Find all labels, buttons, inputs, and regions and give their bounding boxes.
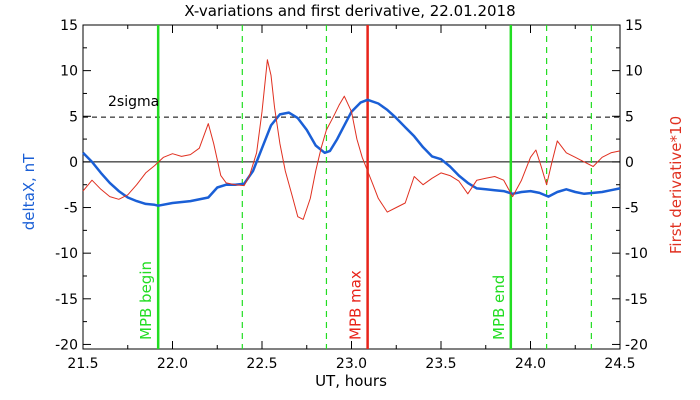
y-axis-label-left: deltaX, nT <box>20 153 38 230</box>
x-tick-label: 24.0 <box>515 356 546 372</box>
y-tick-label-right: 10 <box>625 64 643 80</box>
x-tick-label: 23.5 <box>425 356 456 372</box>
y-tick-label-left: 15 <box>60 18 78 34</box>
x-tick-label: 21.5 <box>67 356 98 372</box>
y-tick-label-left: -15 <box>55 292 78 308</box>
x-tick-label: 24.5 <box>604 356 635 372</box>
plot-area: 21.5 22.0 22.5 23.0 23.5 24.0 24.5 15 15 10 10 5 5 0 0… <box>55 18 648 372</box>
y-tick-label-left: -10 <box>55 246 78 262</box>
event-label: MPB begin <box>137 261 155 340</box>
y-tick-label-left: 5 <box>69 109 78 125</box>
y-tick-label-right: -10 <box>625 246 648 262</box>
x-axis-label: UT, hours <box>315 372 387 390</box>
y-tick-label-right: -15 <box>625 292 648 308</box>
y-tick-label-right: 15 <box>625 18 643 34</box>
event-label: MPB end <box>490 275 508 340</box>
series-line-deltax <box>82 98 621 207</box>
y-tick-label-right: 0 <box>625 155 634 171</box>
y-tick-label-left: 0 <box>69 155 78 171</box>
threshold-label: 2sigma <box>108 94 159 110</box>
x-tick-label: 22.0 <box>157 356 188 372</box>
y-tick-label-left: 10 <box>60 64 78 80</box>
y-tick-label-left: -20 <box>55 337 78 353</box>
x-tick-label: 23.0 <box>336 356 367 372</box>
series-line-derivative <box>82 59 621 220</box>
y-tick-label-left: -5 <box>64 201 78 217</box>
y-tick-label-right: -20 <box>625 337 648 353</box>
chart-title: X-variations and first derivative, 22.01… <box>184 2 515 20</box>
y-tick-label-right: 5 <box>625 109 634 125</box>
event-label: MPB max <box>347 270 365 340</box>
y-tick-label-right: -5 <box>625 201 639 217</box>
y-axis-label-right: First derivative*10 <box>667 116 685 254</box>
x-tick-label: 22.5 <box>246 356 277 372</box>
